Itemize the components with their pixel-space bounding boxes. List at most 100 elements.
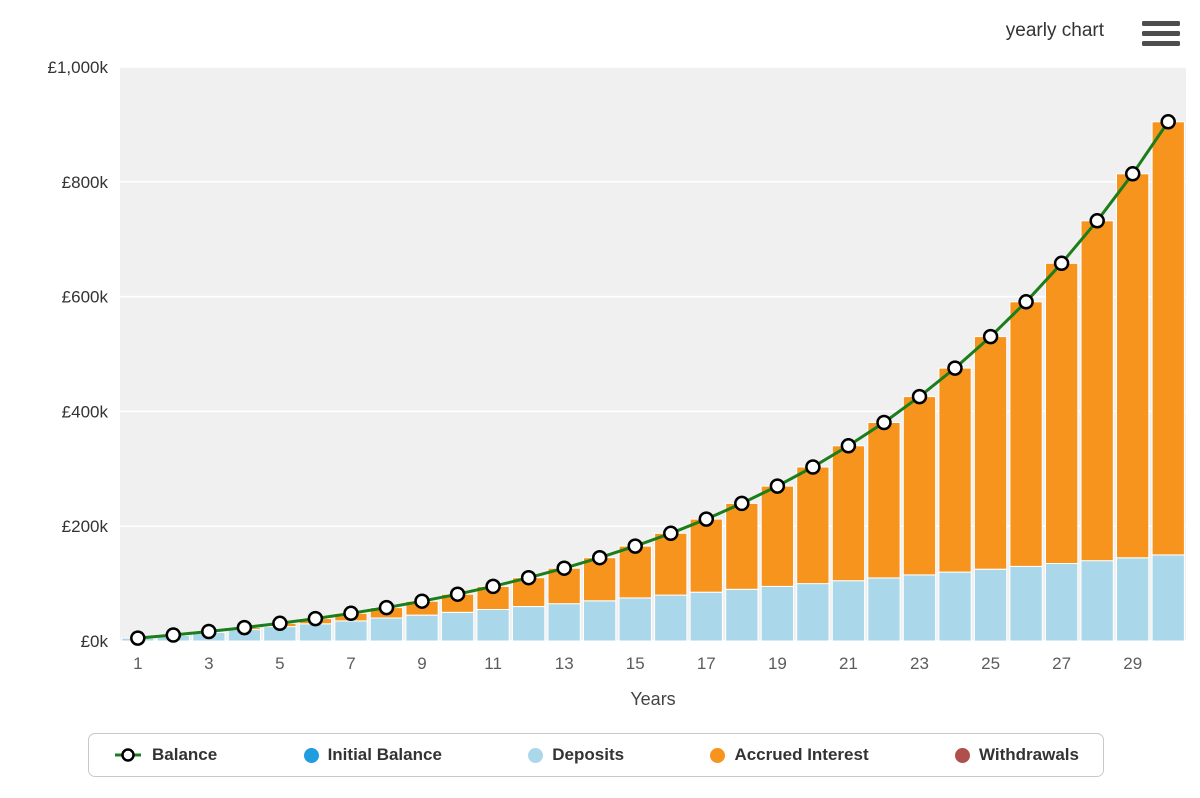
deposits-bar[interactable] [512,606,546,642]
balance-marker[interactable] [236,619,253,636]
balance-marker[interactable] [663,525,679,542]
deposits-bar[interactable] [1045,563,1079,642]
legend-dot-icon [710,747,726,763]
balance-marker[interactable] [734,495,750,512]
legend-item-withdrawals[interactable]: Withdrawals [955,745,1079,765]
hamburger-bar [1142,21,1180,26]
accrued-interest-bar[interactable] [867,422,901,579]
deposits-bar[interactable] [583,600,617,642]
x-axis-tick-label: 13 [555,654,574,673]
balance-marker[interactable] [378,599,395,616]
balance-marker[interactable] [520,569,537,586]
plot-area [120,67,1186,641]
y-axis-tick-label: £400k [62,402,109,421]
legend-item-deposits[interactable]: Deposits [528,745,624,765]
balance-marker[interactable] [201,623,217,640]
balance-line-marker-icon [115,748,141,762]
accrued-interest-bar[interactable] [1009,301,1043,567]
legend-dot-icon [303,747,319,763]
balance-marker[interactable] [307,610,324,627]
balance-marker[interactable] [1053,255,1070,272]
deposits-bar[interactable] [618,597,652,642]
balance-marker[interactable] [876,414,892,431]
deposits-bar[interactable] [796,583,830,642]
accrued-interest-bar[interactable] [1080,220,1114,562]
accrued-interest-bar[interactable] [902,396,937,576]
deposits-bar[interactable] [1151,554,1185,642]
balance-marker[interactable] [840,438,857,454]
x-axis-tick-label: 23 [910,654,929,673]
deposits-bar[interactable] [1009,565,1043,642]
balance-marker[interactable] [165,627,182,643]
x-axis-tick-label: 15 [626,654,645,673]
accrued-interest-bar[interactable] [796,466,830,585]
accrued-interest-bar[interactable] [1116,173,1150,559]
deposits-bar[interactable] [1080,560,1114,642]
deposits-bar[interactable] [725,588,759,642]
legend-label: Accrued Interest [734,745,869,764]
balance-marker[interactable] [414,593,430,609]
balance-marker[interactable] [556,560,572,576]
balance-marker[interactable] [485,578,501,595]
balance-marker[interactable] [805,459,821,475]
balance-marker[interactable] [343,605,359,622]
y-axis-tick-label: £600k [62,288,109,307]
balance-marker[interactable] [769,478,786,494]
balance-marker[interactable] [1018,294,1034,310]
deposits-bar[interactable] [440,611,475,642]
balance-marker[interactable] [1160,114,1176,130]
balance-marker[interactable] [272,615,288,632]
balance-marker[interactable] [1124,166,1141,182]
accrued-interest-bar[interactable] [938,367,972,573]
y-axis-tick-label: £800k [62,173,109,192]
deposits-bar[interactable] [476,608,510,642]
accrued-interest-bar[interactable] [689,518,723,593]
accrued-interest-bar[interactable] [725,502,759,590]
deposits-bar[interactable] [689,591,723,642]
deposits-bar[interactable] [760,586,795,642]
deposits-bar[interactable] [654,594,688,642]
x-axis-tick-label: 11 [484,654,502,673]
balance-marker[interactable] [591,549,608,566]
legend-label: Withdrawals [979,745,1079,764]
accrued-interest-bar[interactable] [1045,262,1079,564]
hamburger-bar [1142,31,1180,36]
accrued-interest-bar[interactable] [831,445,866,582]
legend-item-initial-balance[interactable]: Initial Balance [303,745,442,765]
balance-marker[interactable] [911,388,928,405]
accrued-interest-bar[interactable] [618,545,652,599]
chart-mode-label: yearly chart [1005,20,1104,41]
balance-marker[interactable] [698,511,715,527]
x-axis-tick-label: 3 [204,654,213,673]
deposits-bar[interactable] [831,580,866,642]
deposits-bar[interactable] [867,577,901,642]
accrued-interest-bar[interactable] [1151,121,1185,556]
balance-marker[interactable] [1089,213,1105,229]
balance-marker[interactable] [449,586,466,602]
x-axis-tick-label: 17 [697,654,716,673]
deposits-bar[interactable] [973,568,1008,642]
balance-marker[interactable] [947,360,963,376]
balance-marker[interactable] [130,630,146,646]
x-axis-tick-label: 1 [133,654,142,673]
deposits-bar[interactable] [369,617,404,642]
deposits-bar[interactable] [902,574,937,642]
legend-dot-icon [528,747,544,763]
balance-marker[interactable] [982,328,999,345]
deposits-bar[interactable] [547,603,581,642]
balance-marker[interactable] [627,538,643,554]
deposits-bar[interactable] [938,571,972,642]
accrued-interest-bar[interactable] [760,485,795,587]
accrued-interest-bar[interactable] [973,336,1008,570]
hamburger-menu-icon[interactable] [1142,21,1180,46]
deposits-bar[interactable] [1116,557,1150,642]
deposits-bar[interactable] [405,614,439,642]
chart-legend: Balance Initial Balance Deposits Accrued In… [88,733,1104,777]
legend-item-accrued-interest[interactable]: Accrued Interest [710,745,869,765]
legend-item-balance[interactable]: Balance [113,745,217,765]
deposits-bar[interactable] [298,623,333,642]
accrued-interest-bar[interactable] [654,532,688,596]
deposits-bar[interactable] [334,620,368,642]
